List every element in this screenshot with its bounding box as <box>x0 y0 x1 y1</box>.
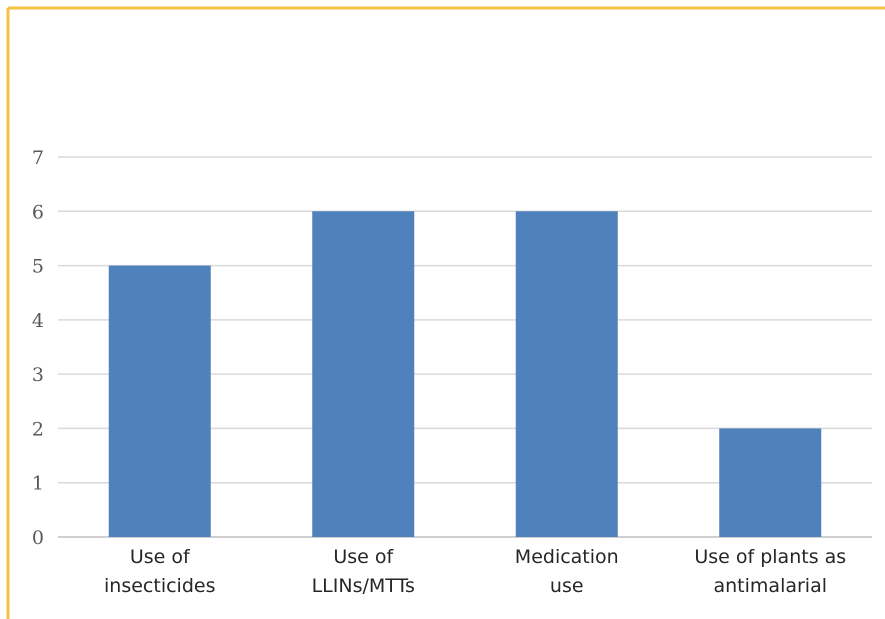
y-tick-label: 7 <box>32 147 44 169</box>
bar <box>515 211 618 538</box>
y-tick-label: 3 <box>32 364 44 386</box>
x-category-label: Use of plants as antimalarial <box>694 546 846 597</box>
y-tick-label: 0 <box>32 527 44 549</box>
y-tick-label: 1 <box>32 473 44 495</box>
y-tick-label: 5 <box>32 256 44 278</box>
bar <box>312 211 415 538</box>
bar <box>719 428 822 537</box>
x-category-label: Use of LLINs/MTTs <box>312 546 415 597</box>
x-category-label: Medication use <box>515 546 619 597</box>
x-axis-category-labels: Use of insecticides Use of LLINs/MTTs Medica… <box>104 546 846 597</box>
x-category-label: Use of insecticides <box>104 546 215 597</box>
bar <box>108 265 211 537</box>
y-tick-label: 6 <box>32 201 44 223</box>
y-tick-label: 2 <box>32 418 44 440</box>
bars <box>108 211 822 538</box>
y-tick-label: 4 <box>32 310 44 332</box>
y-axis-tick-labels: 0 1 2 3 4 5 6 7 <box>32 147 44 549</box>
